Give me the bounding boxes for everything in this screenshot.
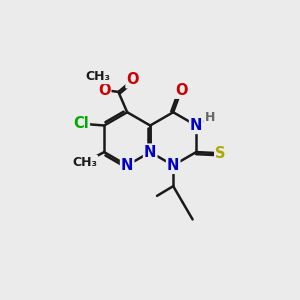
Text: H: H [205, 111, 215, 124]
Text: CH₃: CH₃ [72, 156, 97, 169]
Text: N: N [144, 145, 156, 160]
Text: O: O [175, 83, 188, 98]
Text: S: S [215, 146, 226, 161]
Text: N: N [190, 118, 203, 133]
Text: O: O [127, 72, 139, 87]
Text: O: O [98, 82, 110, 98]
Text: N: N [121, 158, 134, 173]
Text: N: N [167, 158, 179, 173]
Text: Cl: Cl [73, 116, 89, 131]
Text: CH₃: CH₃ [86, 70, 111, 83]
